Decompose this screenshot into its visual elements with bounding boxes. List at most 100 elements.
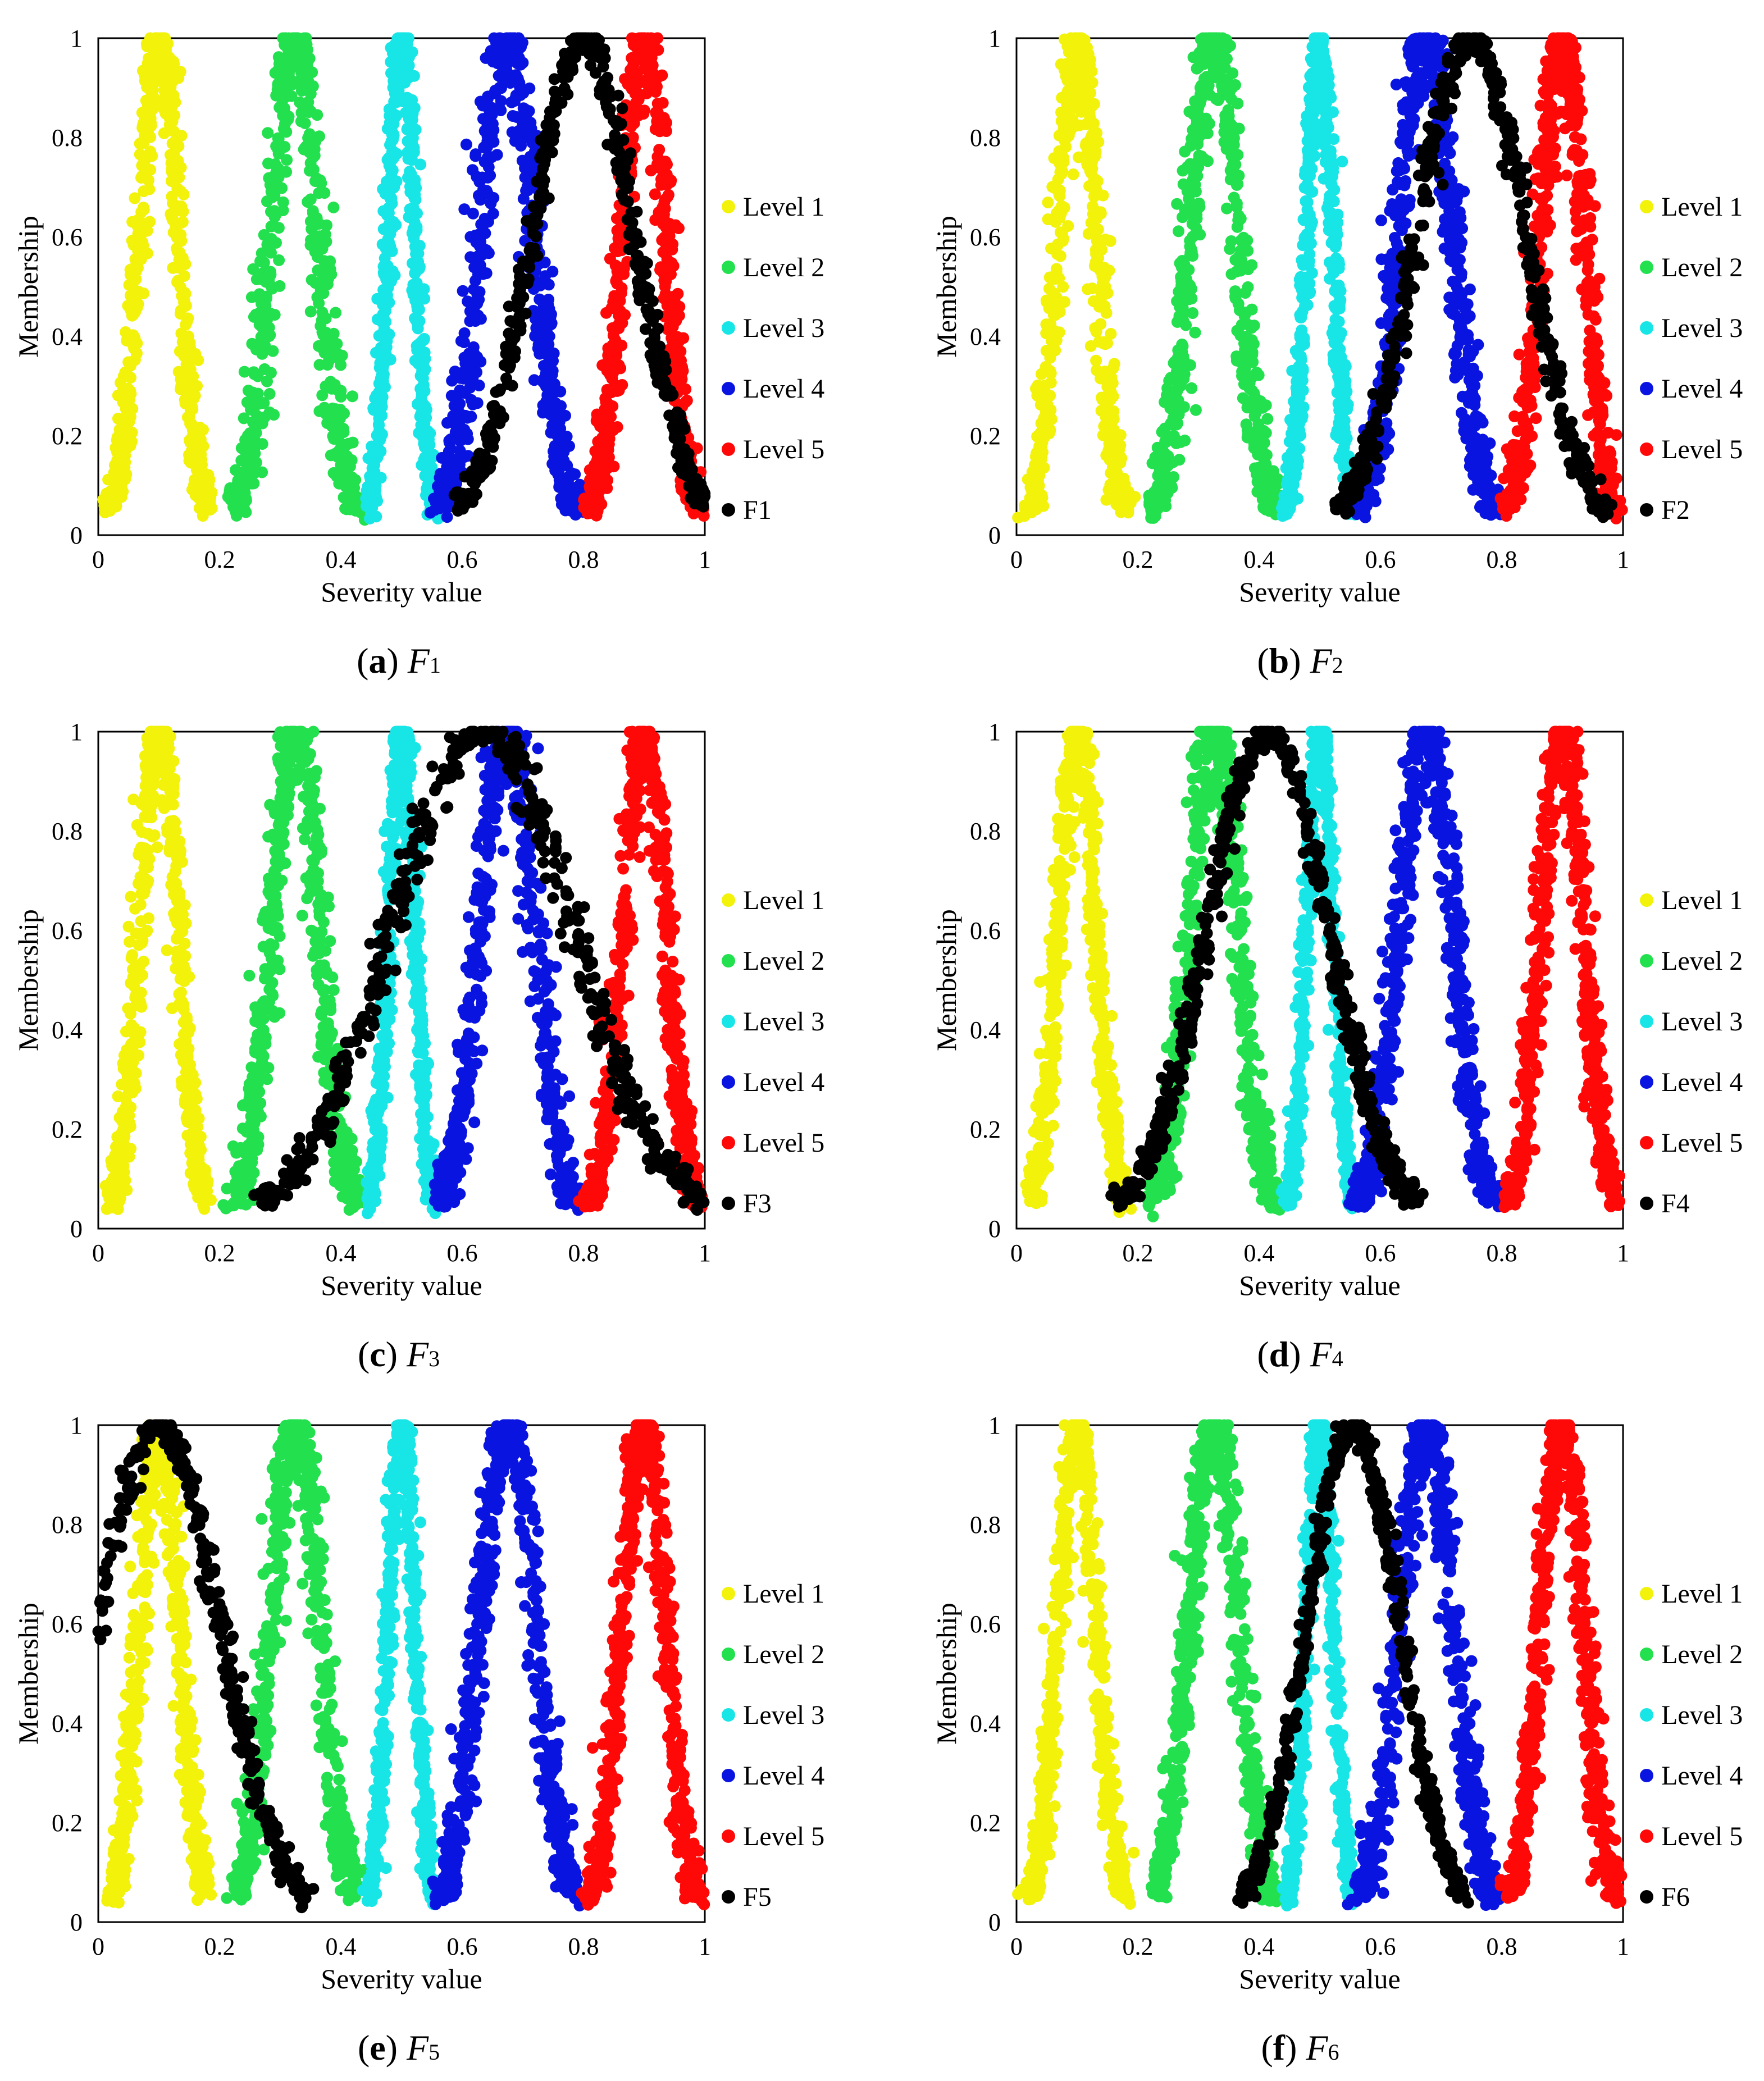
x-tick-label: 0.6 — [1365, 546, 1396, 573]
data-point — [1056, 166, 1069, 178]
data-point — [297, 42, 309, 54]
x-tick-label: 0.8 — [1487, 546, 1517, 573]
data-point — [1186, 245, 1198, 258]
data-point — [516, 125, 528, 137]
data-point — [186, 421, 199, 433]
data-point — [135, 221, 147, 233]
data-point — [1224, 39, 1236, 52]
data-point — [1079, 67, 1092, 80]
data-point — [270, 160, 282, 172]
data-point — [327, 327, 340, 340]
data-point — [492, 46, 504, 58]
data-point — [537, 359, 550, 372]
data-point — [1246, 402, 1258, 414]
data-point — [404, 165, 416, 177]
data-point — [475, 218, 487, 230]
data-point — [402, 122, 413, 135]
data-point — [302, 96, 314, 108]
data-point — [466, 465, 478, 477]
data-point — [514, 89, 527, 101]
data-point — [380, 297, 392, 309]
data-point — [439, 499, 451, 512]
x-tick-label: 0.8 — [568, 546, 599, 573]
data-point — [166, 124, 179, 136]
panel-b: 0 0.2 0.4 0.6 0.8 1 0 0.2 0.4 0.6 0.8 1 Severity val… — [918, 0, 1764, 693]
data-point — [370, 400, 382, 413]
data-point — [1202, 155, 1214, 167]
data-point — [1189, 326, 1201, 339]
data-point — [1053, 145, 1065, 157]
data-point — [224, 487, 236, 499]
data-point — [617, 263, 630, 276]
data-point — [467, 207, 479, 220]
data-point — [378, 323, 390, 335]
data-point — [273, 254, 285, 266]
data-point — [1095, 289, 1107, 301]
data-point — [601, 482, 613, 494]
data-point — [1040, 345, 1052, 357]
data-point — [513, 313, 525, 326]
data-point — [526, 216, 538, 229]
y-tick-label: 0.8 — [970, 124, 1001, 152]
data-point — [290, 60, 302, 72]
data-point — [382, 207, 395, 219]
data-point — [1234, 249, 1246, 262]
data-point — [402, 146, 414, 158]
data-point — [129, 305, 142, 318]
data-point — [1225, 145, 1237, 157]
data-point — [497, 74, 509, 86]
data-point — [662, 191, 674, 203]
data-point — [659, 220, 671, 231]
data-point — [261, 375, 273, 387]
data-point — [1181, 276, 1193, 288]
data-point — [589, 459, 601, 471]
scatter-area — [97, 32, 711, 526]
data-point — [1052, 204, 1065, 217]
data-point — [676, 373, 688, 386]
series-level-2 — [1143, 32, 1286, 524]
data-point — [1166, 482, 1178, 494]
data-point — [272, 143, 284, 156]
data-point — [598, 449, 610, 462]
data-point — [203, 473, 216, 486]
data-point — [654, 264, 666, 276]
x-tick-label: 1 — [699, 546, 711, 573]
data-point — [1045, 367, 1057, 380]
data-point — [549, 422, 560, 434]
data-point — [463, 357, 475, 369]
data-point — [468, 378, 480, 390]
legend-marker — [722, 442, 735, 456]
data-point — [494, 384, 507, 395]
data-point — [1267, 465, 1279, 477]
data-point — [449, 418, 461, 430]
data-point — [143, 183, 156, 195]
x-tick-label: 0 — [1010, 546, 1023, 573]
data-point — [375, 341, 387, 354]
data-point — [1068, 73, 1081, 85]
data-point — [1118, 472, 1130, 485]
data-point — [1147, 512, 1160, 524]
data-point — [555, 97, 568, 109]
data-point — [1029, 501, 1041, 514]
data-point — [409, 257, 421, 270]
data-point — [1161, 382, 1174, 394]
data-point — [407, 279, 420, 291]
legend-marker — [722, 261, 735, 274]
data-point — [414, 410, 426, 423]
data-point — [327, 420, 340, 432]
scatter-area — [1012, 32, 1628, 524]
legend-marker — [722, 382, 735, 395]
data-point — [491, 149, 503, 161]
data-point — [1250, 468, 1262, 481]
y-tick-label: 1 — [70, 25, 83, 52]
data-point — [1058, 121, 1070, 133]
data-point — [1195, 88, 1206, 101]
data-point — [145, 120, 157, 132]
data-point — [404, 105, 417, 117]
data-point — [588, 32, 600, 44]
data-point — [292, 75, 304, 88]
data-point — [542, 299, 554, 312]
data-point — [600, 307, 612, 319]
x-tick-label: 0 — [92, 546, 104, 573]
data-point — [592, 436, 604, 448]
